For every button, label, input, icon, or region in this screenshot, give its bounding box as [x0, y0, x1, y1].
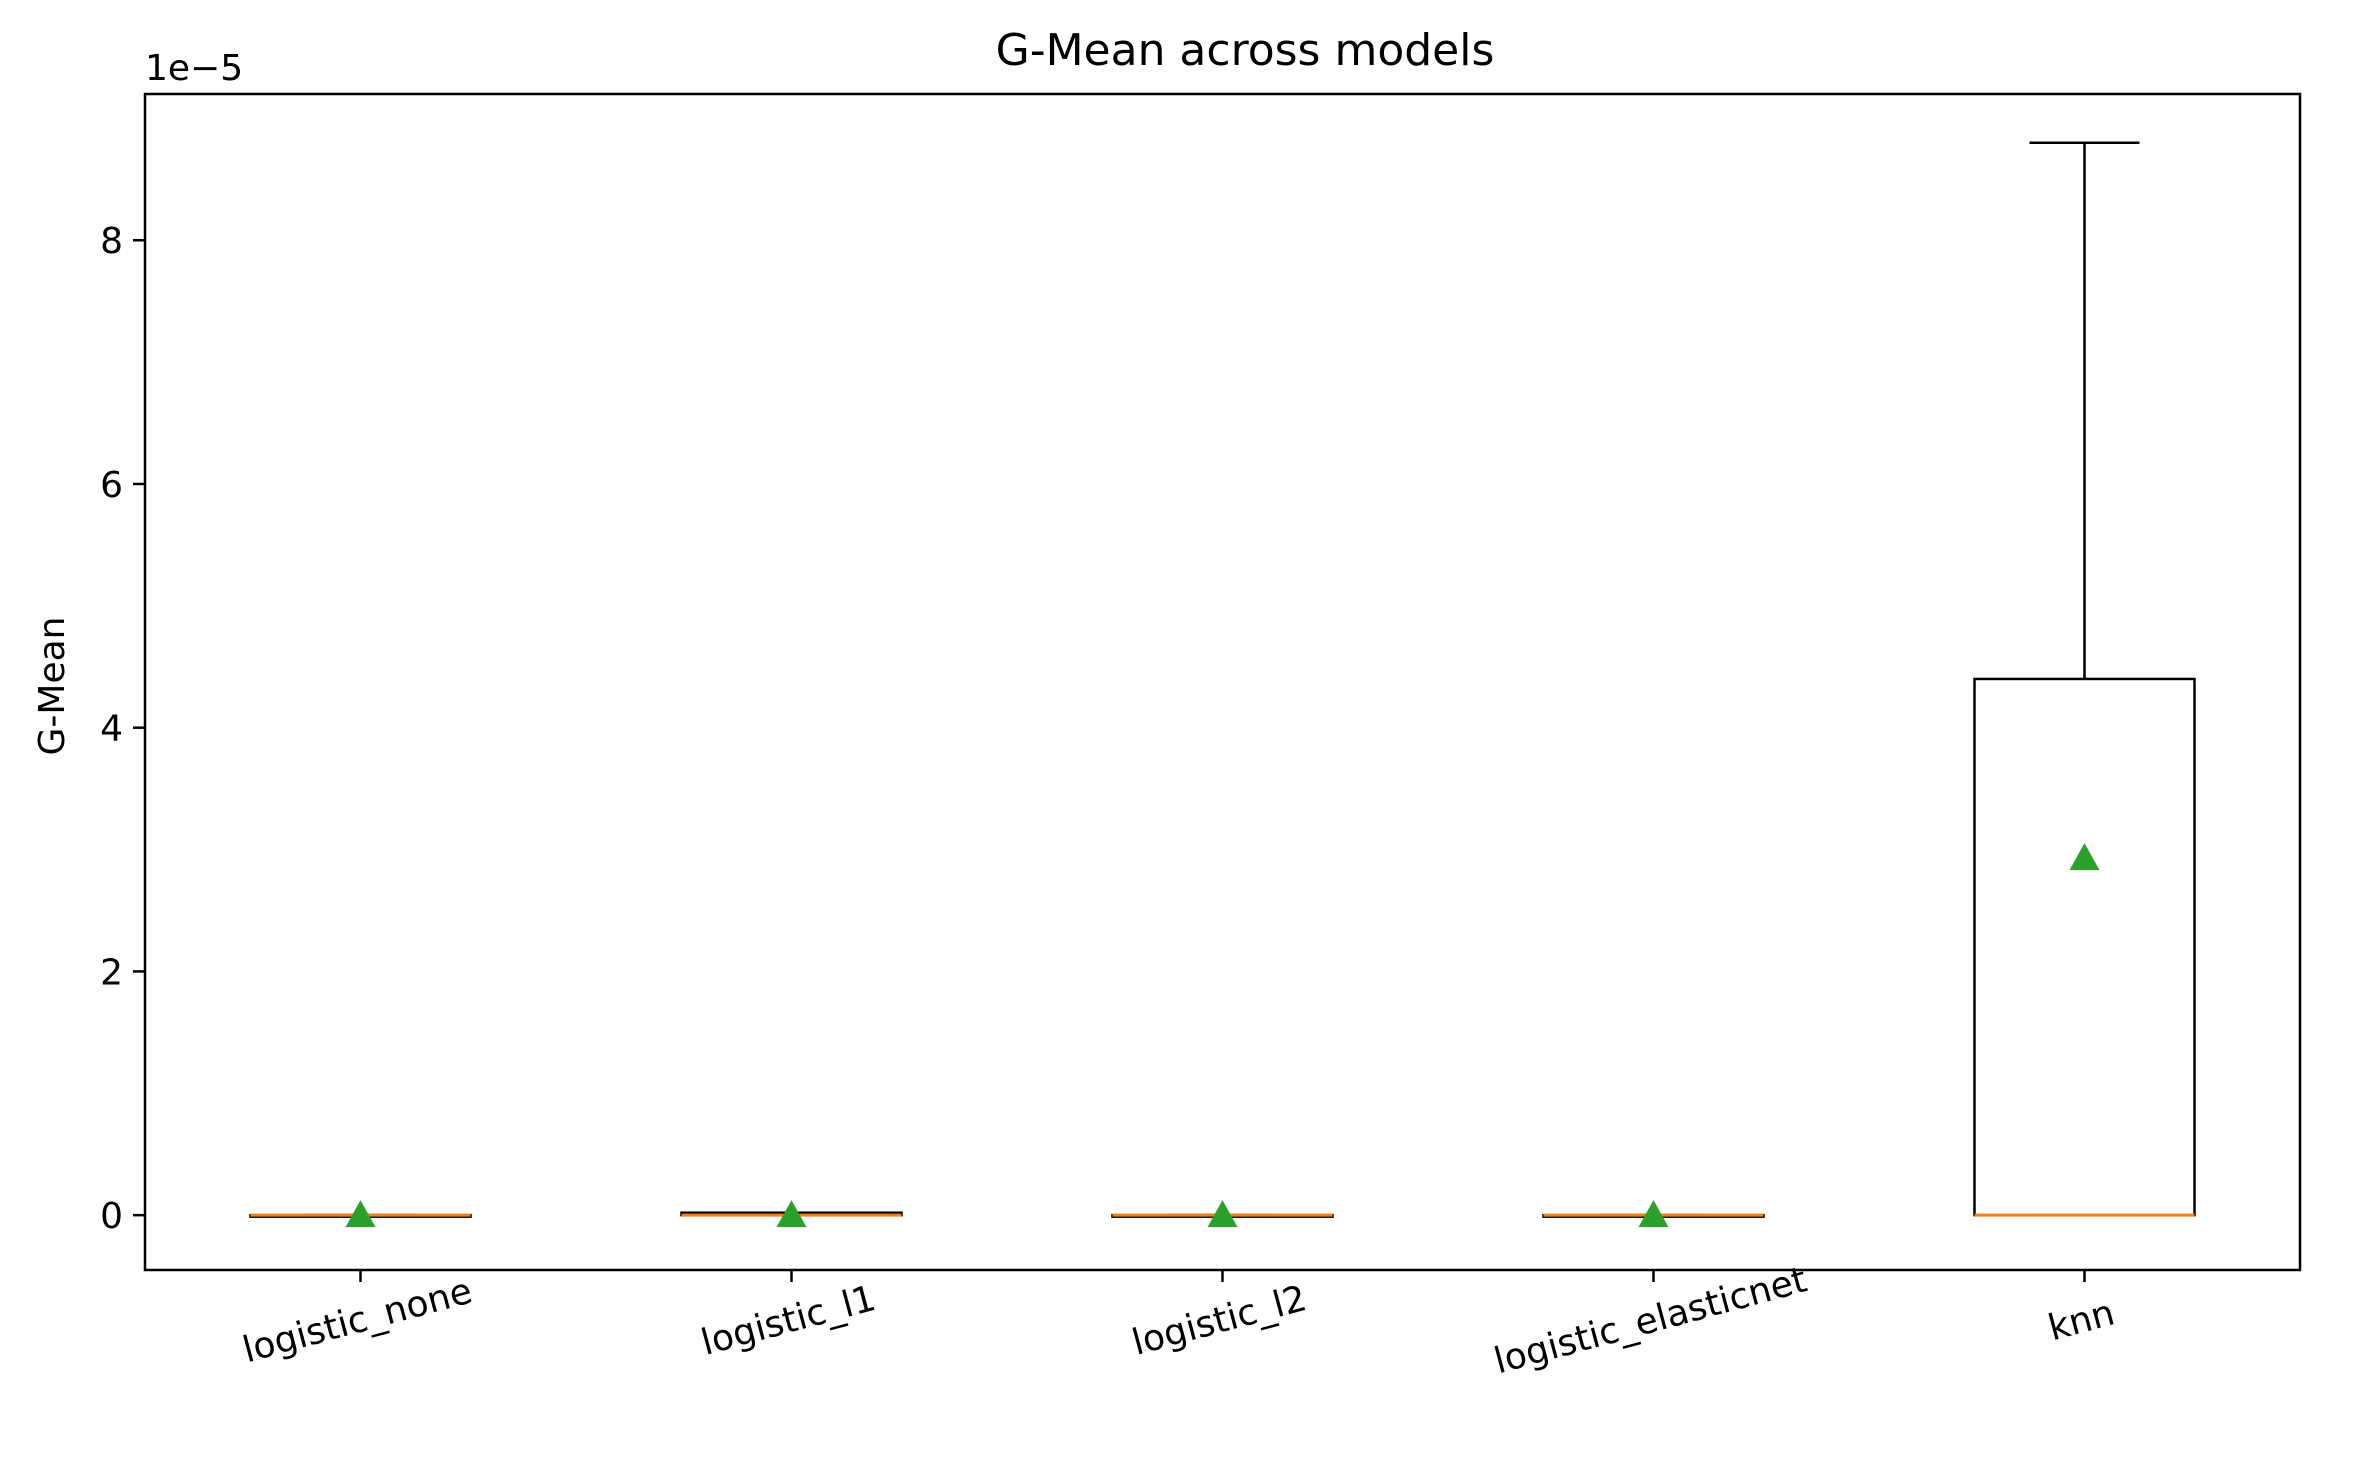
mean-marker	[2069, 843, 2100, 871]
chart-title: G-Mean across models	[996, 25, 1495, 76]
y-tick-label: 6	[100, 465, 123, 506]
box-knn	[1973, 141, 2196, 1217]
box-logistic_l1	[680, 1200, 903, 1228]
y-tick-label: 8	[100, 221, 123, 262]
y-tick-label: 2	[100, 952, 123, 993]
mean-marker	[1638, 1200, 1669, 1228]
mean-marker	[345, 1200, 376, 1228]
box-logistic_none	[249, 1200, 472, 1228]
box-logistic_l2	[1111, 1200, 1334, 1228]
y-tick-label: 4	[100, 709, 123, 750]
y-tick-label: 0	[100, 1196, 123, 1237]
box-logistic_elasticnet	[1542, 1200, 1765, 1228]
box-plots	[249, 141, 2196, 1228]
plot-frame	[143, 92, 2302, 1272]
mean-marker	[1207, 1200, 1238, 1228]
y-offset-label: 1e−5	[145, 48, 243, 89]
y-axis-label: G-Mean	[32, 617, 73, 756]
y-axis: 0 2 4 6 8	[100, 221, 145, 1237]
mean-marker	[776, 1200, 807, 1228]
